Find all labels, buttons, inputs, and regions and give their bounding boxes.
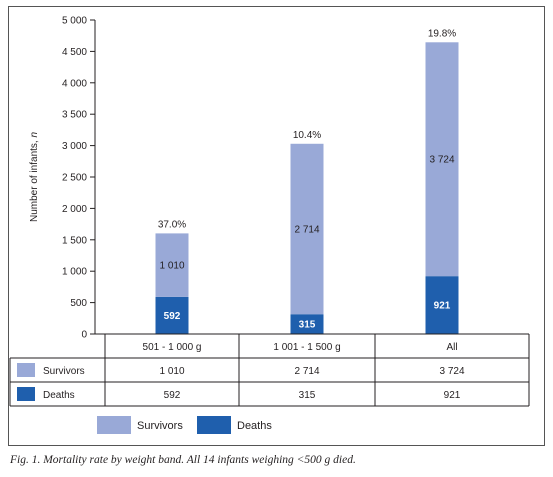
figure-caption: Fig. 1. Mortality rate by weight band. A… (10, 454, 356, 466)
table-row-label: Deaths (43, 390, 75, 401)
y-tick-label: 0 (81, 330, 87, 341)
mortality-rate-label: 37.0% (158, 219, 186, 230)
y-tick-label: 4 500 (62, 47, 87, 58)
y-tick-label: 2 000 (62, 204, 87, 215)
legend-swatch-survivors (97, 416, 131, 434)
legend-swatch-deaths (197, 416, 231, 434)
table-cell: 592 (164, 390, 181, 401)
table-cell: 1 010 (159, 366, 184, 377)
y-tick-label: 500 (70, 298, 87, 309)
mortality-rate-label: 19.8% (428, 28, 456, 39)
y-tick-label: 4 000 (62, 78, 87, 89)
y-axis-title: Number of infants, n (29, 132, 40, 222)
y-tick-label: 1 500 (62, 235, 87, 246)
y-tick-label: 2 500 (62, 173, 87, 184)
figure-frame (8, 6, 545, 446)
bar-deaths (425, 276, 459, 334)
table-swatch-deaths (17, 387, 35, 401)
y-tick-label: 3 000 (62, 141, 87, 152)
data-label-survivors: 2 714 (294, 224, 319, 235)
y-tick-label: 3 500 (62, 110, 87, 121)
legend-label: Survivors (137, 420, 183, 432)
bar-deaths (155, 296, 189, 334)
legend-label: Deaths (237, 420, 272, 432)
table-row-label: Survivors (43, 366, 85, 377)
y-tick-label: 5 000 (62, 16, 87, 27)
x-category-label: All (446, 342, 457, 353)
data-label-deaths: 592 (164, 311, 181, 322)
table-cell: 3 724 (439, 366, 464, 377)
bar-survivors (290, 143, 324, 315)
data-label-deaths: 921 (434, 301, 451, 312)
stacked-bar-chart: 0 500 1 000 1 500 2 000 2 500 3 000 3 500 4 000 4… (9, 16, 530, 434)
mortality-rate-label: 10.4% (293, 130, 321, 141)
bar-survivors (155, 233, 189, 297)
data-label-deaths: 315 (299, 320, 316, 331)
y-tick-label: 1 000 (62, 267, 87, 278)
bar-survivors (425, 42, 459, 277)
data-label-survivors: 3 724 (429, 155, 454, 166)
bar-deaths (290, 314, 324, 334)
table-swatch-survivors (17, 363, 35, 377)
table-cell: 2 714 (294, 366, 319, 377)
table-cell: 921 (444, 390, 461, 401)
x-category-label: 501 - 1 000 g (143, 342, 202, 353)
table-cell: 315 (299, 390, 316, 401)
x-category-label: 1 001 - 1 500 g (273, 342, 340, 353)
data-label-survivors: 1 010 (159, 261, 184, 272)
